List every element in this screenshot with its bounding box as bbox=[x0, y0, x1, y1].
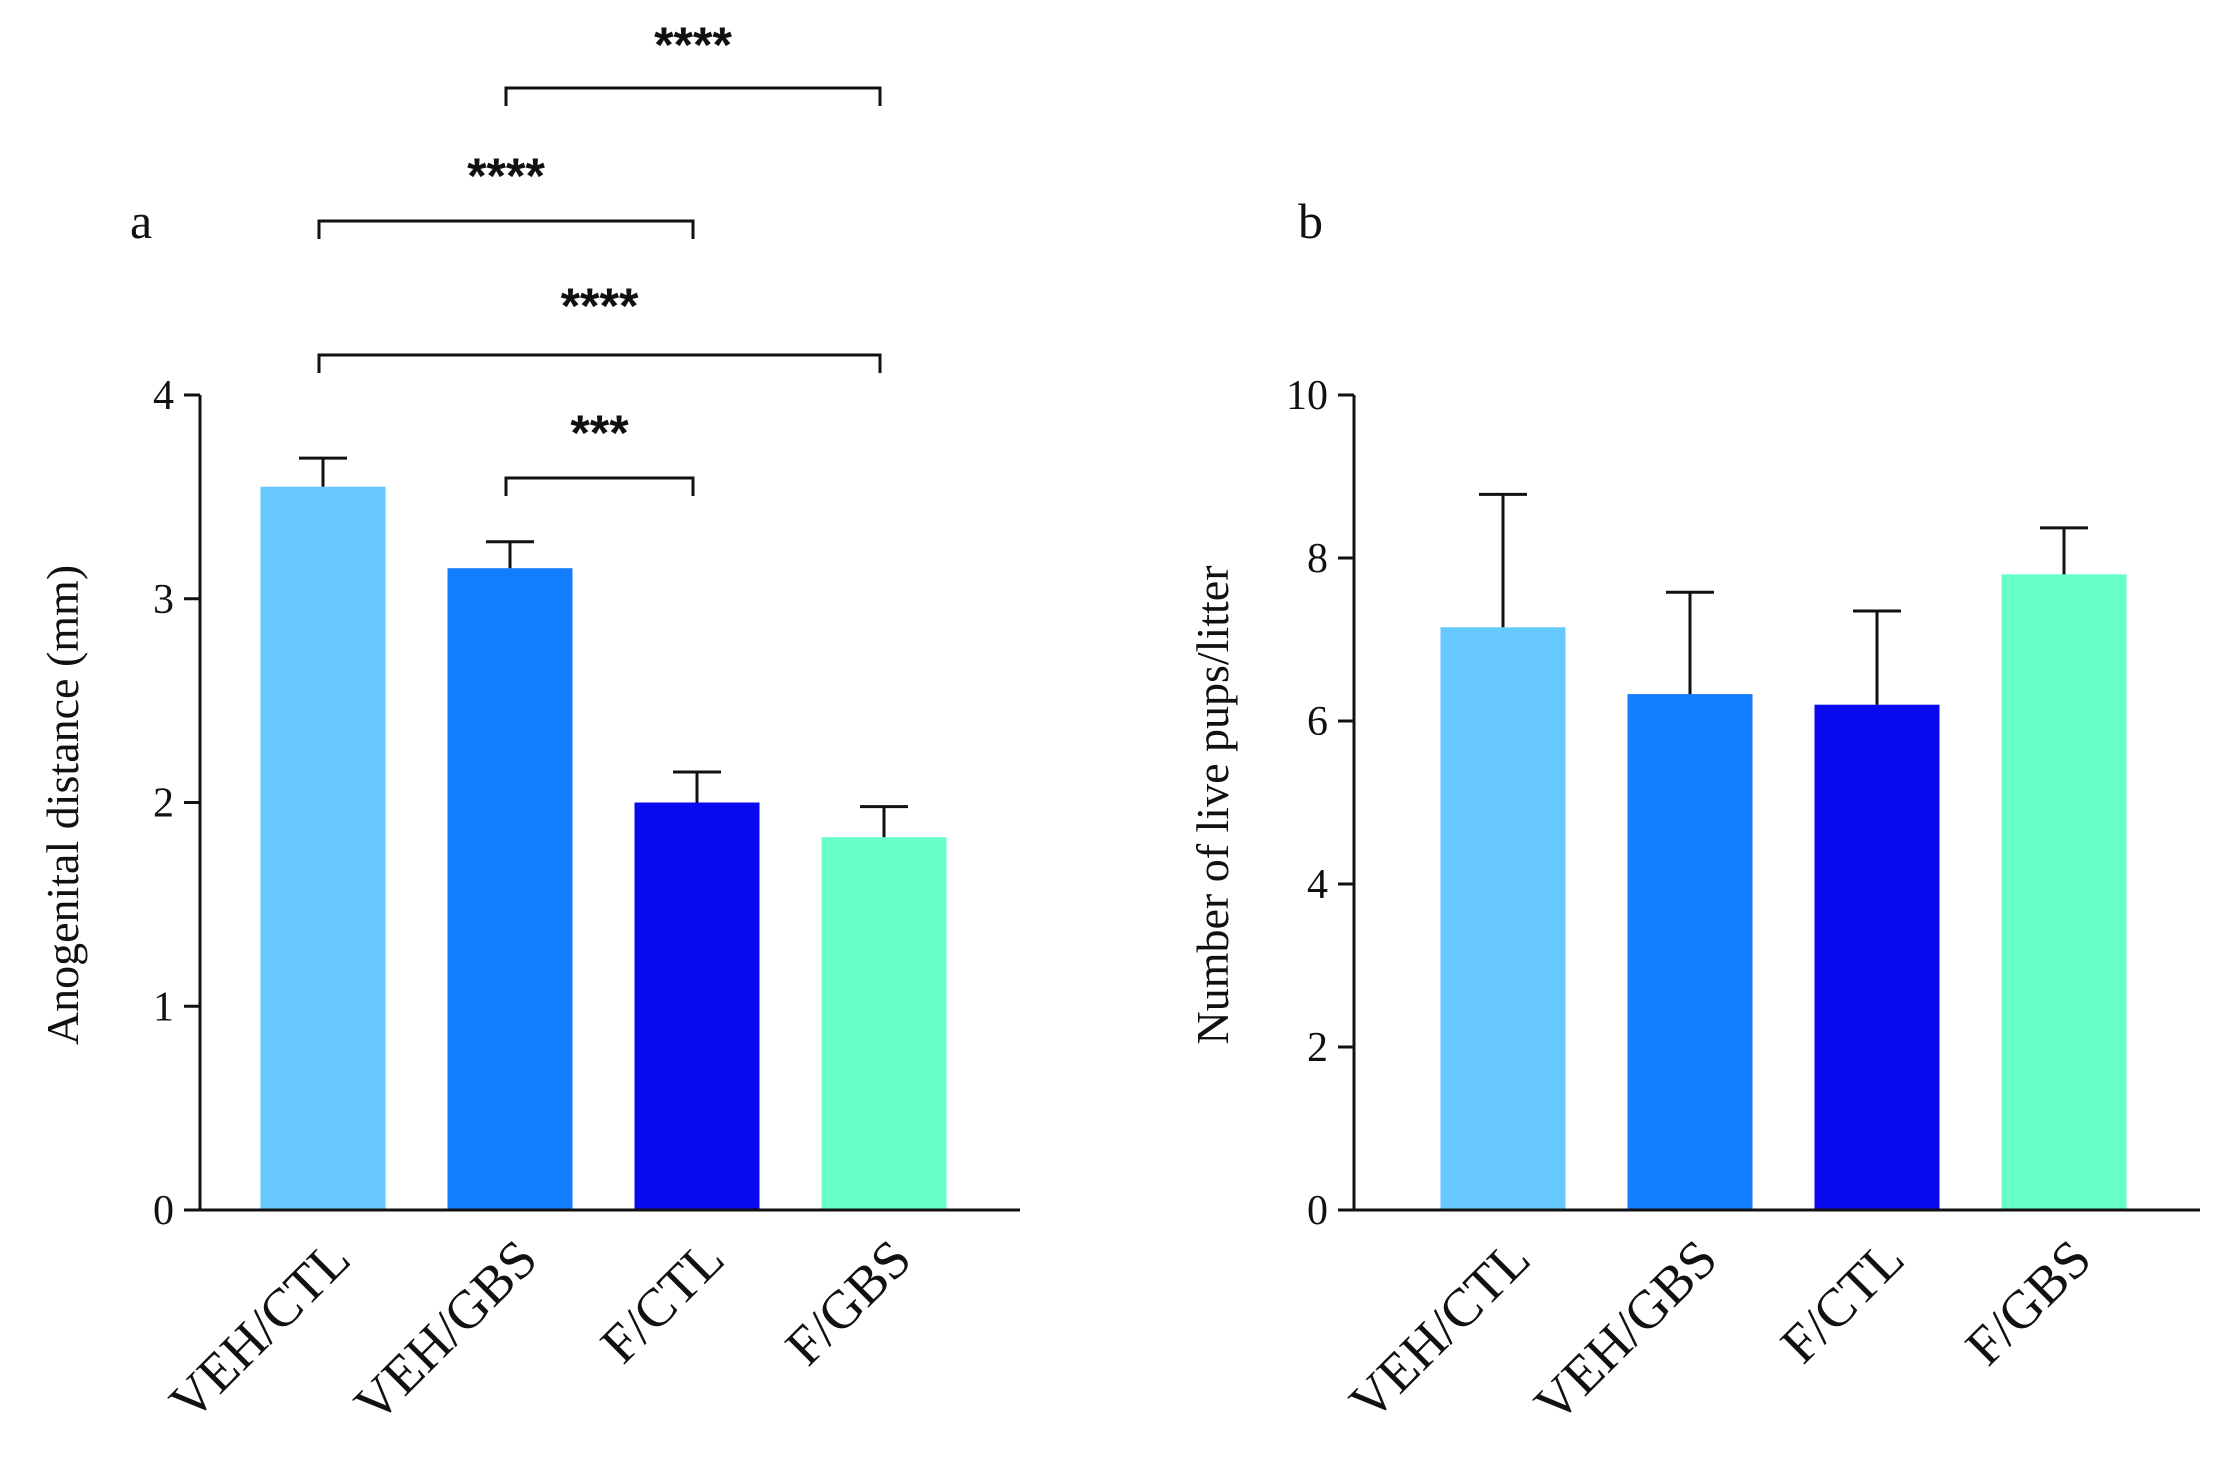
y-tick-label-0-2: 2 bbox=[153, 781, 174, 827]
chart-a: a Anogenital distance (mm) 0 1 2 3 4 VEH/CTLV… bbox=[37, 17, 1020, 1434]
category-label-0-0: VEH/CTL bbox=[158, 1228, 362, 1432]
bar-1-1 bbox=[1627, 694, 1753, 1210]
y-tick-label-1-4: 8 bbox=[1307, 536, 1328, 582]
panel-label-b: b bbox=[1298, 193, 1323, 249]
bar-1-3 bbox=[2001, 574, 2127, 1210]
sig-label-0-0: **** bbox=[654, 17, 732, 73]
category-label-1-3: F/GBS bbox=[1954, 1228, 2103, 1377]
y-tick-label-1-5: 10 bbox=[1286, 373, 1328, 419]
bar-1-0 bbox=[1440, 627, 1566, 1210]
category-label-0-1: VEH/GBS bbox=[343, 1228, 549, 1434]
y-tick-label-1-2: 4 bbox=[1307, 862, 1328, 908]
category-label-0-2: F/CTL bbox=[589, 1228, 735, 1374]
sig-label-0-3: *** bbox=[570, 405, 629, 461]
y-tick-label-0-4: 4 bbox=[153, 373, 174, 419]
y-axis-title-a: Anogenital distance (mm) bbox=[37, 565, 88, 1045]
y-axis-title-b: Number of live pups/litter bbox=[1187, 565, 1238, 1044]
sig-bracket-0-3 bbox=[504, 476, 695, 496]
category-label-1-0: VEH/CTL bbox=[1338, 1228, 1542, 1432]
panel-label-a: a bbox=[130, 193, 152, 249]
y-tick-label-0-1: 1 bbox=[153, 984, 174, 1030]
category-label-0-3: F/GBS bbox=[774, 1228, 923, 1377]
y-tick-label-1-0: 0 bbox=[1307, 1188, 1328, 1234]
bar-1-2 bbox=[1814, 704, 1940, 1210]
y-tick-label-1-3: 6 bbox=[1307, 699, 1328, 745]
category-label-1-2: F/CTL bbox=[1769, 1228, 1915, 1374]
y-tick-label-1-1: 2 bbox=[1307, 1025, 1328, 1071]
y-tick-label-0-0: 0 bbox=[153, 1188, 174, 1234]
bar-0-1 bbox=[447, 568, 573, 1210]
y-tick-label-0-3: 3 bbox=[153, 577, 174, 623]
chart-b: b Number of live pups/litter 0 2 4 6 8 10 VEH/… bbox=[1187, 193, 2200, 1434]
bar-0-2 bbox=[634, 802, 760, 1210]
sig-label-0-1: **** bbox=[467, 148, 545, 204]
bar-0-0 bbox=[260, 486, 386, 1210]
category-label-1-1: VEH/GBS bbox=[1523, 1228, 1729, 1434]
sig-bracket-0-0 bbox=[504, 86, 882, 106]
bar-0-3 bbox=[821, 837, 947, 1210]
sig-bracket-0-1 bbox=[317, 219, 695, 239]
sig-bracket-0-2 bbox=[317, 353, 882, 373]
sig-label-0-2: **** bbox=[561, 278, 639, 334]
